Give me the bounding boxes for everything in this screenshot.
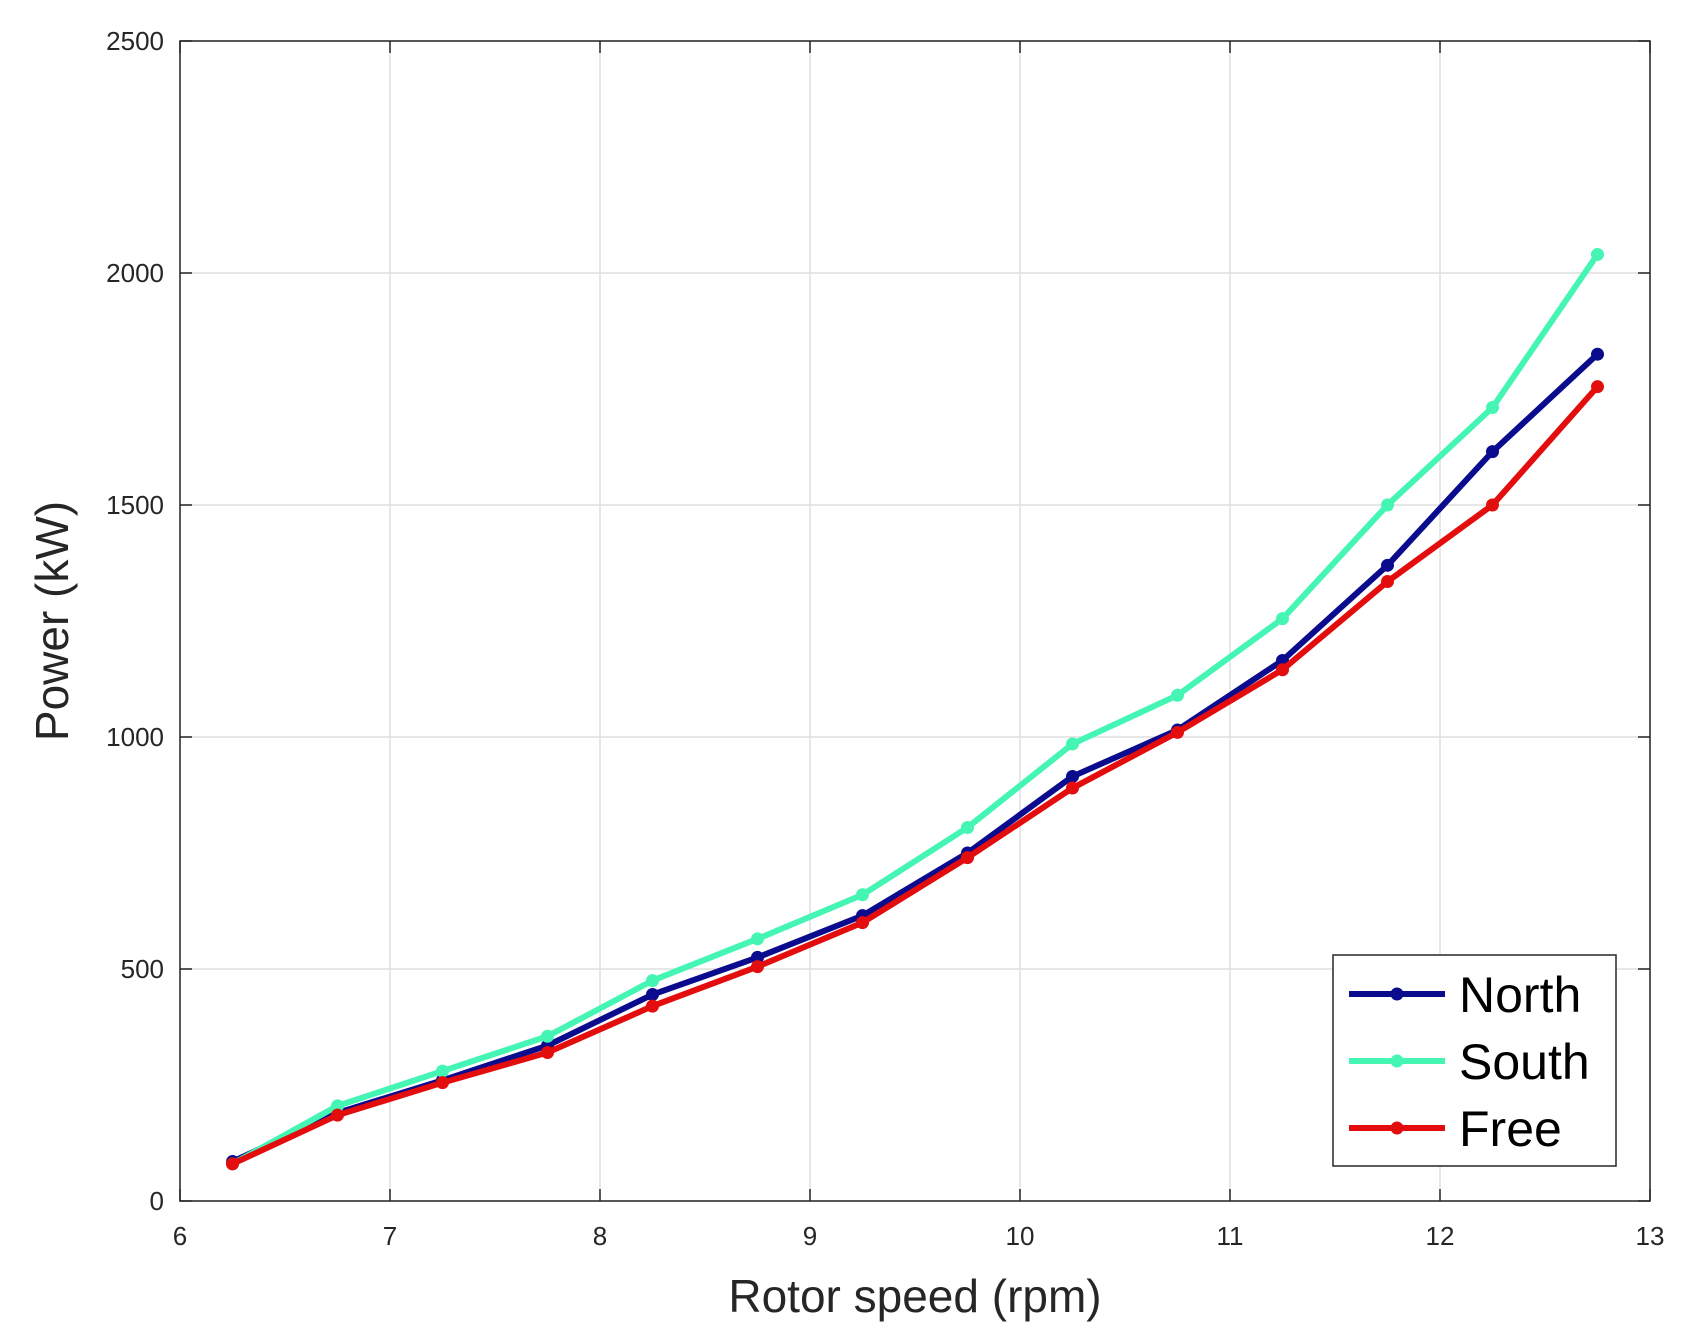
- legend: North South Free: [1332, 954, 1617, 1167]
- data-point-free: [436, 1076, 449, 1090]
- data-point-south: [961, 820, 974, 834]
- data-point-north: [1381, 558, 1394, 572]
- legend-marker-free: [1390, 1121, 1404, 1135]
- x-tick-label: 7: [383, 1221, 397, 1251]
- y-tick-label: 1000: [106, 722, 164, 752]
- x-tick-label: 6: [173, 1221, 187, 1251]
- data-point-south: [1066, 737, 1079, 751]
- legend-label-south: South: [1459, 1034, 1590, 1090]
- x-tick-label: 11: [1217, 1221, 1244, 1251]
- data-point-south: [1381, 498, 1394, 512]
- data-point-free: [1066, 781, 1079, 795]
- data-point-north: [1066, 769, 1079, 783]
- data-point-free: [856, 916, 869, 930]
- data-point-south: [1276, 612, 1289, 626]
- data-point-free: [331, 1108, 344, 1122]
- series-line-free: [229, 383, 1601, 1167]
- data-point-north: [1486, 445, 1499, 459]
- data-point-free: [1276, 663, 1289, 677]
- data-point-south: [541, 1029, 554, 1043]
- x-tick-label: 12: [1426, 1221, 1455, 1251]
- data-point-north: [1591, 347, 1604, 361]
- y-tick-label: 1500: [106, 490, 164, 520]
- data-point-south: [331, 1099, 344, 1113]
- data-point-south: [856, 888, 869, 902]
- x-tick-label: 13: [1636, 1221, 1665, 1251]
- data-point-south: [1171, 688, 1184, 702]
- data-point-north: [751, 950, 764, 964]
- data-point-free: [1171, 725, 1184, 739]
- data-point-north: [646, 988, 659, 1002]
- legend-marker-south: [1390, 1054, 1404, 1068]
- data-point-south: [1486, 401, 1499, 415]
- x-tick-label: 10: [1006, 1221, 1035, 1251]
- data-point-south: [1591, 247, 1604, 261]
- y-tick-label: 500: [121, 954, 164, 984]
- legend-label-north: North: [1459, 967, 1581, 1023]
- data-point-south: [646, 974, 659, 988]
- y-axis-label: Power (kW): [26, 501, 78, 741]
- x-axis-label: Rotor speed (rpm): [728, 1270, 1101, 1322]
- axis-ticks: 6 7 8 9 10 11 12 13 0 500 1000 1500 2000 2500: [106, 26, 1664, 1251]
- data-point-free: [541, 1046, 554, 1060]
- x-tick-label: 9: [803, 1221, 817, 1251]
- data-point-free: [646, 999, 659, 1013]
- legend-marker-north: [1390, 987, 1404, 1001]
- y-tick-label: 2500: [106, 26, 164, 56]
- data-point-south: [436, 1064, 449, 1078]
- series-line-south: [229, 251, 1601, 1167]
- data-point-south: [751, 932, 764, 946]
- data-point-free: [1486, 498, 1499, 512]
- data-point-free: [1381, 575, 1394, 589]
- plot-frame: [179, 40, 1651, 1202]
- y-tick-label: 0: [150, 1186, 164, 1216]
- data-point-free: [751, 960, 764, 974]
- legend-label-free: Free: [1459, 1101, 1562, 1157]
- y-tick-label: 2000: [106, 258, 164, 288]
- data-point-free: [961, 851, 974, 865]
- x-tick-label: 8: [593, 1221, 607, 1251]
- series-layer: [226, 247, 1604, 1171]
- data-point-free: [226, 1157, 239, 1171]
- data-point-free: [1591, 380, 1604, 394]
